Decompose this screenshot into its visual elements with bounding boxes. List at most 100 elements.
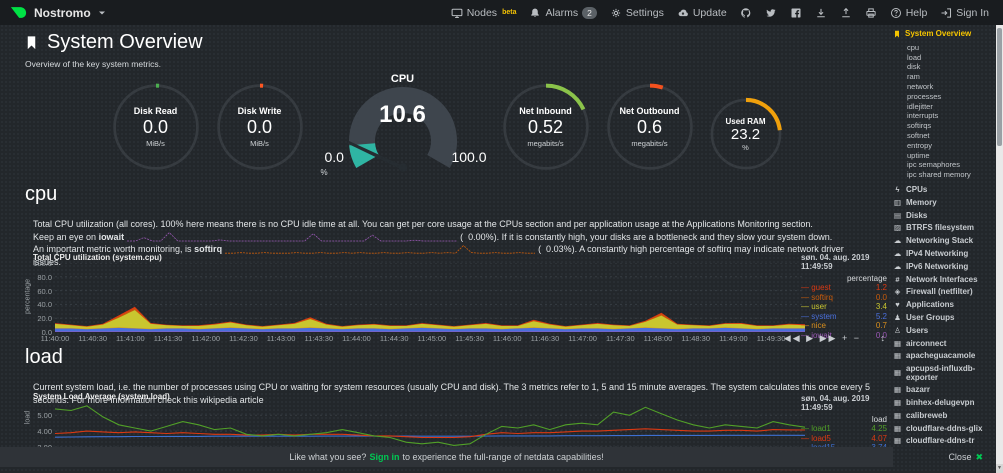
sidebar-subitem-softirqs[interactable]: softirqs xyxy=(907,121,932,131)
folder-icon: ▨ xyxy=(893,223,902,233)
skip-back-button[interactable]: ◀◀ xyxy=(783,333,802,343)
used-ram-gauge[interactable]: Used RAM 23.2% xyxy=(709,97,783,171)
cpu-chart-plot[interactable] xyxy=(55,263,805,332)
y-axis-tick: 20.0 xyxy=(37,314,52,324)
skip-forward-button[interactable]: ▶▶ xyxy=(819,333,838,343)
net-outbound-gauge[interactable]: Net Outbound 0.6 megabits/s xyxy=(605,82,695,172)
page-title: System Overview xyxy=(47,31,203,53)
sidebar-item-disks[interactable]: ▤ Disks xyxy=(893,210,993,223)
cloud-icon: ☁ xyxy=(893,261,902,271)
legend-units-header: percentage xyxy=(846,274,887,283)
sidebar-subitem-load[interactable]: load xyxy=(907,52,922,62)
legend-row[interactable]: — system 5.2 xyxy=(801,311,887,321)
x-axis-tick: 11:44:00 xyxy=(342,334,371,343)
scrollbar-thumb[interactable] xyxy=(997,28,1002,146)
x-axis-tick: 11:48:00 xyxy=(643,334,673,343)
signin-icon xyxy=(940,7,952,19)
legend-row[interactable]: — guest 1.2 xyxy=(801,283,887,292)
sidebar-item-bazarr[interactable]: ▦ bazarr xyxy=(893,384,993,397)
x-axis-tick: 11:45:30 xyxy=(455,334,484,343)
sidebar-subitem-idlejitter[interactable]: idlejitter xyxy=(907,101,933,111)
sidebar-item-apacheguacamole[interactable]: ▦ apacheguacamole xyxy=(893,350,993,363)
resize-handle[interactable]: ↕ xyxy=(880,333,886,343)
load-section-heading: load xyxy=(25,346,63,368)
sidebar-item-cloudflare-ddns-tr[interactable]: ▦ cloudflare-ddns-tr xyxy=(893,435,993,446)
chevron-down-icon[interactable] xyxy=(98,9,106,17)
y-axis-tick: 40.0 xyxy=(37,300,52,310)
load-chart-legend: søn. 04. aug. 2019 11:49:59 load — load1 4.2… xyxy=(801,394,887,453)
export-button[interactable] xyxy=(840,7,852,19)
sidebar-subitem-network[interactable]: network xyxy=(907,81,934,91)
import-button[interactable] xyxy=(815,7,827,19)
nodes-button[interactable]: Nodes beta xyxy=(451,7,516,19)
legend-row[interactable]: — load1 4.25 xyxy=(801,424,887,433)
page-scrollbar[interactable]: ▼ xyxy=(996,25,1003,473)
sidebar-subitem-processes[interactable]: processes xyxy=(907,91,942,101)
sidebar-subitem-uptime[interactable]: uptime xyxy=(907,150,930,160)
sidebar-item-applications[interactable]: ♥ Applications xyxy=(893,299,993,312)
scrollbar-down-button[interactable]: ▼ xyxy=(996,464,1003,473)
footer-signin-link[interactable]: Sign in xyxy=(369,452,400,462)
sidebar-item-users[interactable]: ♙ Users xyxy=(893,325,993,338)
cpu-section-heading: cpu xyxy=(25,183,58,205)
legend-row[interactable]: — softirq 0.0 xyxy=(801,292,887,302)
alarms-count-badge: 2 xyxy=(582,6,597,19)
grid-icon: ▦ xyxy=(893,410,902,420)
settings-button[interactable]: Settings xyxy=(610,7,664,19)
legend-row[interactable]: — user 3.4 xyxy=(801,302,887,311)
sidebar-item-binhex-delugevpn[interactable]: ▦ binhex-delugevpn xyxy=(893,397,993,410)
sidebar-item-user-groups[interactable]: ♟ User Groups xyxy=(893,312,993,325)
zoom-in-button[interactable]: + xyxy=(841,333,850,343)
alarms-button[interactable]: Alarms 2 xyxy=(529,6,597,19)
cpu-gauge[interactable]: CPU 10.6 0.0 100.0 % xyxy=(320,73,487,177)
sidebar-item-btrfs-filesystem[interactable]: ▨ BTRFS filesystem xyxy=(893,222,993,235)
hostname[interactable]: Nostromo xyxy=(34,5,91,20)
facebook-button[interactable] xyxy=(790,7,802,19)
sidebar-subitem-ipc-semaphores[interactable]: ipc semaphores xyxy=(907,160,960,170)
sidebar-subitem-cpu[interactable]: cpu xyxy=(907,42,920,52)
sidebar-item-memory[interactable]: ▥ Memory xyxy=(893,197,993,210)
grid-icon: ▦ xyxy=(893,338,902,348)
help-button[interactable]: Help xyxy=(890,7,927,19)
netdata-logo-icon xyxy=(10,7,27,18)
legend-row[interactable]: — iowait 0.0 xyxy=(801,330,887,340)
sidebar-subitem-entropy[interactable]: entropy xyxy=(907,140,933,150)
load-chart-plot[interactable] xyxy=(55,401,805,447)
sidebar-subitem-interrupts[interactable]: interrupts xyxy=(907,111,939,121)
twitter-button[interactable] xyxy=(765,7,777,19)
load-chart: System Load Average (system.load) load s… xyxy=(25,392,888,452)
play-button[interactable]: ▶ xyxy=(806,333,816,343)
sidebar-item-ipv4-networking[interactable]: ☁ IPv4 Networking xyxy=(893,248,993,261)
sidebar-item-network-interfaces[interactable]: # Network Interfaces xyxy=(893,274,993,287)
sidebar-item-firewall-netfilter-[interactable]: ◈ Firewall (netfilter) xyxy=(893,286,993,299)
signin-button[interactable]: Sign In xyxy=(940,7,989,19)
update-button[interactable]: Update xyxy=(677,7,727,19)
legend-time: 11:49:59 xyxy=(801,403,833,412)
legend-row[interactable]: — nice 0.7 xyxy=(801,321,887,330)
sidebar-item-calibreweb[interactable]: ▦ calibreweb xyxy=(893,410,993,423)
sidebar-item-ipv6-networking[interactable]: ☁ IPv6 Networking xyxy=(893,261,993,274)
sidebar-subitem-ram[interactable]: ram xyxy=(907,72,920,82)
net-inbound-gauge[interactable]: Net Inbound 0.52 megabits/s xyxy=(501,82,591,172)
disk-write-gauge[interactable]: Disk Write 0.0 MiB/s xyxy=(215,82,305,172)
print-button[interactable] xyxy=(865,7,877,19)
zoom-out-button[interactable]: − xyxy=(853,333,861,343)
footer-banner: Like what you see? Sign in to experience… xyxy=(0,447,893,467)
legend-time: 11:49:59 xyxy=(801,262,833,271)
sidebar-item-apcupsd-influxdb-exporter[interactable]: ▦ apcupsd-influxdb-exporter xyxy=(893,364,976,382)
sidebar-item-cpus[interactable]: ϟ CPUs xyxy=(893,184,993,197)
disk-read-gauge[interactable]: Disk Read 0.0 MiB/s xyxy=(111,82,201,172)
x-axis-tick: 11:43:00 xyxy=(266,334,296,343)
sidebar-subitem-softnet[interactable]: softnet xyxy=(907,130,930,140)
sidebar-item-system-overview[interactable]: System Overview xyxy=(893,28,993,41)
sidebar-item-networking-stack[interactable]: ☁ Networking Stack xyxy=(893,235,993,248)
cpu-chart-toolbox[interactable]: ◀◀ ▶ ▶▶ + − xyxy=(784,333,861,344)
sidebar-item-airconnect[interactable]: ▦ airconnect xyxy=(893,338,993,351)
close-button[interactable]: Close ✖ xyxy=(948,452,983,462)
legend-row[interactable]: — load5 4.07 xyxy=(801,433,887,443)
sidebar-subitem-ipc-shared-memory[interactable]: ipc shared memory xyxy=(907,170,971,180)
sidebar-item-cloudflare-ddns-glix[interactable]: ▦ cloudflare-ddns-glix xyxy=(893,423,993,436)
sidebar-subitem-disk[interactable]: disk xyxy=(907,62,921,72)
github-button[interactable] xyxy=(740,7,752,19)
